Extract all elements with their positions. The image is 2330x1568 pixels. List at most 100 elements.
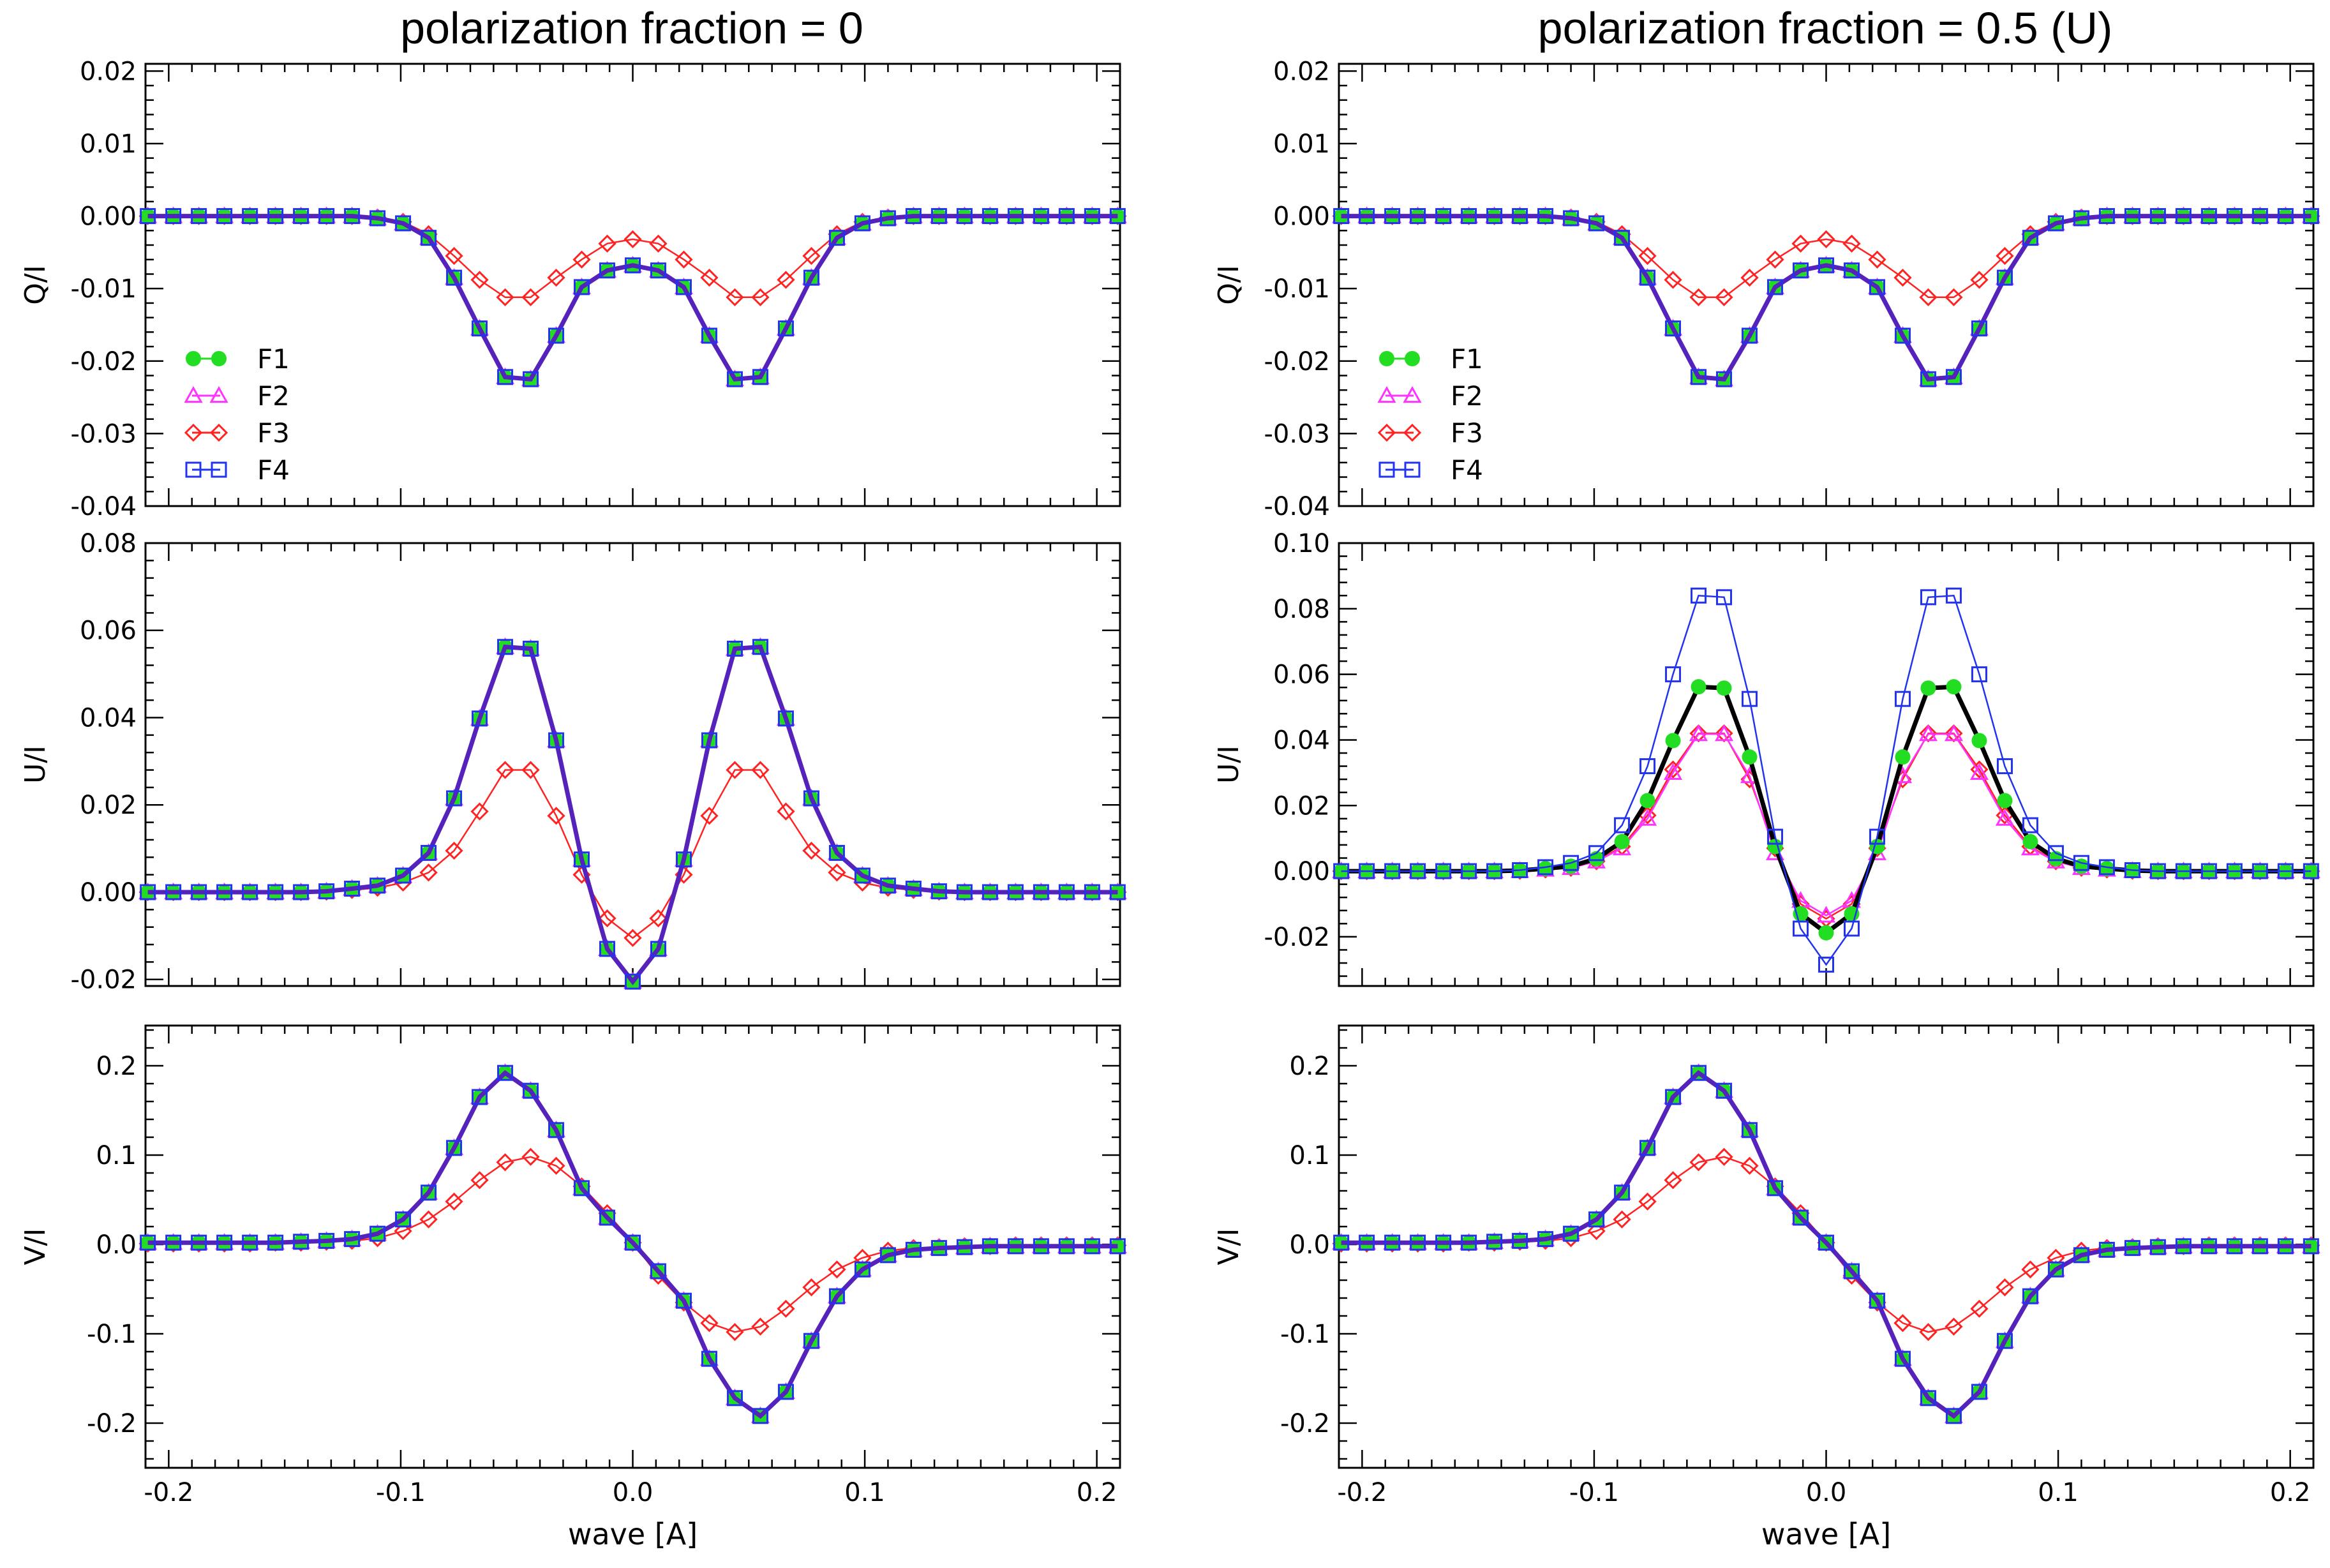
series-f4-point-25 bbox=[777, 1384, 794, 1400]
series-f4-point-36 bbox=[2252, 863, 2268, 879]
series-f4-point-25 bbox=[1971, 320, 1987, 337]
series-f4-point-7 bbox=[1512, 208, 1528, 225]
series-f4-point-28 bbox=[2047, 1261, 2064, 1278]
series-f4-point-34 bbox=[1007, 1238, 1024, 1255]
series-f1-point-14 bbox=[1691, 679, 1706, 695]
series-f3-point-13 bbox=[1664, 271, 1682, 289]
x-axis-label: wave [A] bbox=[568, 1517, 698, 1551]
series-f4-point-38 bbox=[2303, 863, 2319, 879]
y-tick-label: 0.02 bbox=[80, 57, 137, 86]
series-f3-point-19 bbox=[1817, 230, 1835, 249]
series-f4-point-20 bbox=[1843, 262, 1860, 279]
y-tick-label: 0.04 bbox=[80, 703, 137, 733]
series-f4-point-0 bbox=[140, 208, 156, 225]
series-f3-point-25 bbox=[1970, 271, 1989, 289]
series-f1 bbox=[140, 639, 1126, 990]
y-tick-label: 0.01 bbox=[80, 130, 137, 159]
series-f4 bbox=[140, 639, 1126, 990]
right-column-title: polarization fraction = 0.5 (U) bbox=[1537, 3, 2113, 53]
series-f2 bbox=[138, 637, 1127, 989]
y-tick-label: -0.02 bbox=[1264, 923, 1331, 952]
series-f4-point-20 bbox=[650, 262, 666, 279]
series-f3-point-19 bbox=[624, 230, 642, 249]
legend-label-f1: F1 bbox=[1451, 343, 1483, 375]
series-f4-point-3 bbox=[216, 1234, 233, 1251]
series-f4-point-9 bbox=[1563, 1225, 1579, 1242]
series-f4-point-17 bbox=[574, 279, 590, 295]
series-f3-point-13 bbox=[470, 1171, 489, 1190]
series-f3-point-13 bbox=[470, 271, 489, 289]
series-f4-point-12 bbox=[446, 269, 463, 286]
series-f4-point-7 bbox=[318, 208, 335, 225]
series-line-f1 bbox=[147, 215, 1118, 380]
series-f3-point-18 bbox=[598, 234, 616, 253]
panel-left-q: 0.020.010.00-0.01-0.02-0.03-0.04Q/IF1F2F… bbox=[19, 57, 1127, 521]
series-f3 bbox=[1332, 724, 2320, 928]
y-axis-label: Q/I bbox=[1213, 265, 1245, 304]
series-f4-point-33 bbox=[982, 208, 998, 225]
x-tick-label: 0.1 bbox=[2038, 1478, 2079, 1507]
series-f4-point-14 bbox=[1691, 587, 1707, 604]
series-f4-point-1 bbox=[165, 884, 182, 900]
series-f3-point-16 bbox=[1740, 269, 1759, 287]
series-f4-point-15 bbox=[523, 640, 539, 657]
legend-label-f4: F4 bbox=[1451, 454, 1483, 486]
series-f4-point-32 bbox=[956, 1239, 973, 1255]
series-f4-point-3 bbox=[1410, 1234, 1426, 1251]
series-f4-point-37 bbox=[2277, 863, 2294, 879]
series-f3-point-22 bbox=[1893, 1314, 1912, 1333]
y-tick-label: -0.04 bbox=[1264, 492, 1331, 521]
series-f3-point-22 bbox=[700, 269, 719, 287]
series-f2-point-14 bbox=[1689, 724, 1708, 742]
series-f4-point-31 bbox=[2124, 862, 2140, 879]
legend-label-f1: F1 bbox=[257, 343, 290, 375]
series-f4-point-27 bbox=[2022, 1288, 2038, 1304]
legend-f3-point-0 bbox=[1377, 423, 1396, 442]
series-f1-point-30 bbox=[2099, 860, 2115, 876]
series-f2-point-24 bbox=[1944, 724, 1964, 742]
series-f3-point-22 bbox=[700, 807, 719, 825]
series-f4-point-31 bbox=[930, 883, 947, 900]
series-f1-point-24 bbox=[1946, 679, 1962, 695]
series-f4-point-38 bbox=[1109, 208, 1126, 225]
series-f3-point-20 bbox=[649, 909, 668, 928]
y-tick-label: -0.02 bbox=[71, 966, 137, 995]
series-f4-point-31 bbox=[2124, 1240, 2140, 1257]
legend: F1 F2 F3 F4 bbox=[184, 343, 290, 486]
series-f4-point-8 bbox=[1537, 859, 1554, 876]
series-f4-point-7 bbox=[318, 1232, 335, 1249]
series-f3-point-14 bbox=[496, 1153, 514, 1172]
y-axis-label: U/I bbox=[19, 745, 52, 784]
series-f4-point-24 bbox=[1945, 587, 1962, 604]
series-f3-point-11 bbox=[419, 863, 438, 882]
series-f4-point-11 bbox=[1614, 230, 1631, 246]
series-f3-point-21 bbox=[675, 250, 693, 269]
series-f4-point-20 bbox=[1843, 920, 1860, 937]
series-f4 bbox=[1333, 1064, 2319, 1424]
series-f4-point-28 bbox=[2047, 845, 2064, 862]
series-f4-point-37 bbox=[1084, 1238, 1100, 1255]
y-tick-label: 0.01 bbox=[1273, 130, 1330, 159]
series-f4-point-29 bbox=[879, 210, 896, 227]
series-f4-point-23 bbox=[1920, 589, 1936, 606]
series-f4-point-0 bbox=[140, 1234, 156, 1251]
series-f4-point-18 bbox=[599, 262, 616, 279]
series-line-f1 bbox=[1341, 215, 2311, 380]
series-f4-point-5 bbox=[267, 208, 284, 225]
series-f4-point-34 bbox=[2200, 1238, 2217, 1255]
x-tick-label: 0.0 bbox=[1806, 1478, 1847, 1507]
series-f3-point-16 bbox=[1740, 1156, 1759, 1175]
series-f3-point-13 bbox=[1664, 760, 1682, 779]
series-f4-point-29 bbox=[879, 877, 896, 894]
series-f4-point-35 bbox=[1033, 884, 1049, 900]
series-f4-point-2 bbox=[191, 208, 207, 225]
series-f3-point-25 bbox=[1970, 1299, 1989, 1318]
series-f3-point-12 bbox=[445, 246, 463, 265]
series-f4-point-38 bbox=[1109, 884, 1126, 900]
series-f4-point-27 bbox=[828, 230, 845, 246]
series-f4-point-10 bbox=[1588, 215, 1605, 232]
series-f4-point-29 bbox=[879, 1247, 896, 1264]
panel-frame bbox=[144, 63, 1121, 507]
series-f3-point-22 bbox=[1893, 269, 1912, 287]
series-f4-point-11 bbox=[421, 230, 437, 246]
